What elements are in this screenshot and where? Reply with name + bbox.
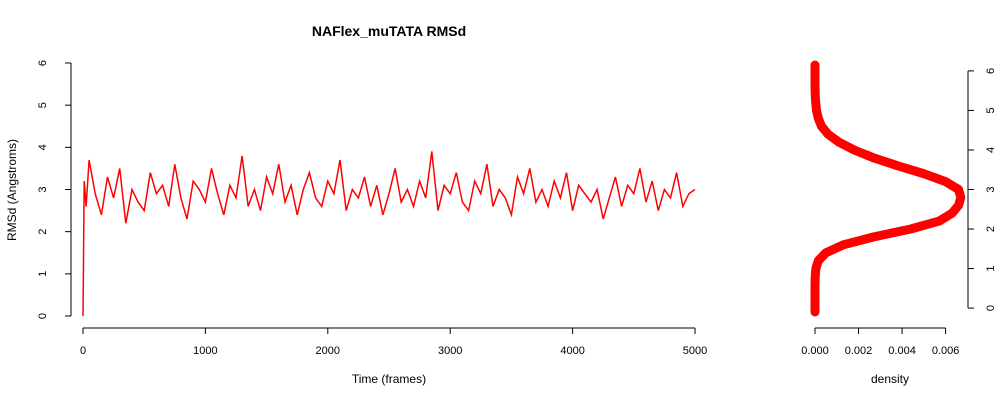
density-y-tick-label: 6 — [985, 68, 997, 74]
density-x-tick-label: 0.006 — [932, 345, 960, 357]
y-axis-label: RMSd (Angstroms) — [5, 139, 19, 241]
y-tick-label: 2 — [37, 229, 49, 235]
y-tick-label: 0 — [37, 313, 49, 319]
x-tick-label: 5000 — [683, 345, 707, 357]
y-tick-label: 6 — [37, 60, 49, 66]
x-tick-label: 1000 — [193, 345, 217, 357]
x-tick-label: 3000 — [438, 345, 462, 357]
y-tick-label: 5 — [37, 102, 49, 108]
y-tick-label: 1 — [37, 271, 49, 277]
y-tick-label: 4 — [37, 144, 49, 150]
density-y-tick-label: 5 — [985, 107, 997, 113]
density-y-tick-label: 4 — [985, 147, 997, 153]
density-x-tick-label: 0.004 — [888, 345, 916, 357]
x-tick-label: 0 — [80, 345, 86, 357]
x-axis-label: Time (frames) — [352, 372, 426, 386]
y-tick-label: 3 — [37, 186, 49, 192]
chart-title: NAFlex_muTATA RMSd — [312, 23, 466, 39]
rmsd-density-plot: 0.000 0.002 0.004 0.006 0 1 2 3 4 5 6 — [801, 60, 997, 357]
rmsd-series-line — [82, 151, 696, 317]
density-y-tick-label: 3 — [985, 186, 997, 192]
rmsd-time-series-plot: 0 1000 2000 3000 4000 5000 0 1 2 3 4 5 6 — [37, 60, 707, 357]
density-x-tick-label: 0.002 — [845, 345, 873, 357]
x-tick-label: 2000 — [316, 345, 340, 357]
density-y-tick-label: 0 — [985, 305, 997, 311]
density-curve — [810, 60, 966, 317]
density-x-tick-label: 0.000 — [801, 345, 829, 357]
density-y-tick-label: 1 — [985, 266, 997, 272]
density-axis-label: density — [871, 372, 909, 386]
x-tick-label: 4000 — [560, 345, 584, 357]
density-y-tick-label: 2 — [985, 226, 997, 232]
